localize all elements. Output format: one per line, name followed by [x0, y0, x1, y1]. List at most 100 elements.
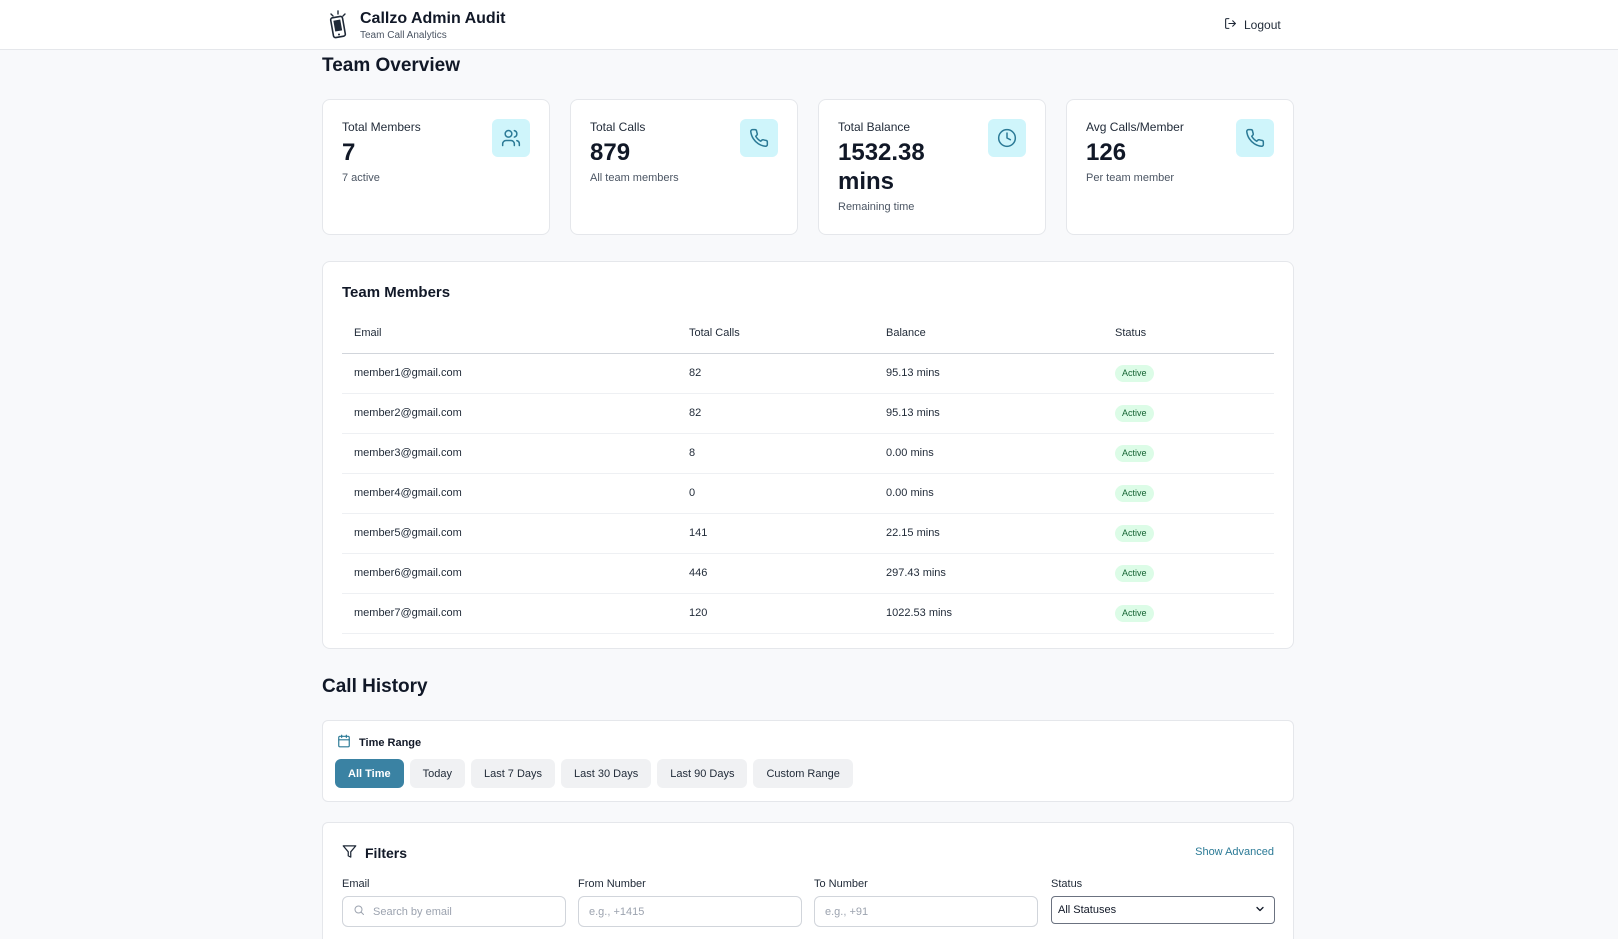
from-number-label: From Number — [578, 878, 646, 890]
app-subtitle: Team Call Analytics — [360, 29, 447, 41]
calendar-icon — [337, 734, 351, 751]
table-row: member7@gmail.com 120 1022.53 mins Activ… — [342, 593, 1274, 634]
time-range-label: Time Range — [359, 736, 422, 749]
stat-value: 1532.38 mins — [838, 139, 925, 195]
search-icon — [353, 903, 365, 921]
show-advanced-link[interactable]: Show Advanced — [1195, 846, 1274, 858]
filters-header: Filters — [342, 844, 407, 862]
stat-label: Avg Calls/Member — [1086, 120, 1184, 134]
cell-email: member5@gmail.com — [342, 513, 677, 554]
cell-calls: 0 — [677, 473, 874, 514]
stat-value: 879 — [590, 139, 631, 166]
cell-balance: 95.13 mins — [874, 353, 1103, 394]
cell-status: Active — [1103, 593, 1274, 634]
app-title: Callzo Admin Audit — [360, 9, 506, 27]
status-badge: Active — [1115, 524, 1154, 542]
status-filter: Status All Statuses — [1051, 878, 1275, 924]
table-row: member2@gmail.com 82 95.13 mins Active — [342, 393, 1274, 434]
status-badge: Active — [1115, 564, 1154, 582]
app-logo-icon — [326, 8, 350, 42]
cell-email: member3@gmail.com — [342, 433, 677, 474]
status-badge: Active — [1115, 604, 1154, 622]
table-row: member6@gmail.com 446 297.43 mins Active — [342, 553, 1274, 594]
cell-calls: 82 — [677, 393, 874, 434]
cell-email: member2@gmail.com — [342, 393, 677, 434]
stat-sub: Per team member — [1086, 172, 1175, 184]
status-badge: Active — [1115, 404, 1154, 422]
to-number-input[interactable] — [825, 905, 1027, 918]
range-last-30-days-button[interactable]: Last 30 Days — [561, 759, 652, 788]
cell-calls: 8 — [677, 433, 874, 474]
top-bar: Callzo Admin Audit Team Call Analytics L… — [0, 0, 1618, 50]
stat-value: 7 — [342, 139, 356, 166]
cell-status: Active — [1103, 473, 1274, 514]
email-filter-box — [342, 896, 566, 927]
phone-icon — [1236, 119, 1274, 157]
stat-sub: All team members — [590, 172, 679, 184]
from-number-box — [578, 896, 802, 927]
column-header-total-calls: Total Calls — [677, 313, 874, 354]
status-badge: Active — [1115, 364, 1154, 382]
cell-calls: 82 — [677, 353, 874, 394]
status-select[interactable]: All Statuses — [1051, 896, 1275, 924]
status-badge: Active — [1115, 444, 1154, 462]
range-last-90-days-button[interactable]: Last 90 Days — [657, 759, 748, 788]
to-number-label: To Number — [814, 878, 868, 890]
filter-icon — [342, 844, 357, 862]
cell-email: member1@gmail.com — [342, 353, 677, 394]
stat-label: Total Members — [342, 120, 421, 134]
status-badge: Active — [1115, 484, 1154, 502]
table-row: member4@gmail.com 0 0.00 mins Active — [342, 473, 1274, 514]
status-filter-label: Status — [1051, 878, 1083, 890]
email-filter: Email — [342, 878, 566, 927]
column-header-status: Status — [1103, 313, 1274, 354]
brand: Callzo Admin Audit Team Call Analytics — [326, 8, 505, 42]
team-overview-title: Team Overview — [322, 55, 461, 76]
stat-card-total-balance: Total Balance 1532.38 mins Remaining tim… — [818, 99, 1046, 235]
table-row: member5@gmail.com 141 22.15 mins Active — [342, 513, 1274, 554]
cell-email: member6@gmail.com — [342, 553, 677, 594]
stat-card-avg-calls: Avg Calls/Member 126 Per team member — [1066, 99, 1294, 235]
table-row: member1@gmail.com 82 95.13 mins Active — [342, 353, 1274, 394]
users-icon — [492, 119, 530, 157]
logout-button[interactable]: Logout — [1224, 14, 1281, 36]
stat-sub: 7 active — [342, 172, 380, 184]
stat-card-total-calls: Total Calls 879 All team members — [570, 99, 798, 235]
cell-email: member4@gmail.com — [342, 473, 677, 514]
range-today-button[interactable]: Today — [409, 759, 465, 788]
time-range-header: Time Range — [337, 734, 421, 751]
cell-status: Active — [1103, 513, 1274, 554]
team-members-title: Team Members — [342, 284, 451, 301]
range-all-time-button[interactable]: All Time — [335, 759, 404, 788]
range-custom-button[interactable]: Custom Range — [753, 759, 853, 788]
cell-balance: 1022.53 mins — [874, 593, 1103, 634]
range-last-7-days-button[interactable]: Last 7 Days — [470, 759, 556, 788]
table-header-row: Email Total Calls Balance Status — [342, 313, 1274, 354]
column-header-balance: Balance — [874, 313, 1103, 354]
table-row: member3@gmail.com 8 0.00 mins Active — [342, 433, 1274, 474]
stat-label: Total Balance — [838, 120, 911, 134]
cell-email: member7@gmail.com — [342, 593, 677, 634]
phone-icon — [740, 119, 778, 157]
cell-status: Active — [1103, 433, 1274, 474]
cell-calls: 120 — [677, 593, 874, 634]
status-select-value: All Statuses — [1058, 904, 1117, 916]
chevron-down-icon — [1254, 903, 1266, 918]
time-range-card: Time Range All Time Today Last 7 Days La… — [322, 720, 1294, 802]
cell-status: Active — [1103, 553, 1274, 594]
to-number-filter: To Number — [814, 878, 1038, 927]
cell-status: Active — [1103, 353, 1274, 394]
email-search-input[interactable] — [373, 905, 555, 918]
stat-label: Total Calls — [590, 120, 646, 134]
cell-balance: 0.00 mins — [874, 473, 1103, 514]
cell-status: Active — [1103, 393, 1274, 434]
from-number-filter: From Number — [578, 878, 802, 927]
from-number-input[interactable] — [589, 905, 791, 918]
logout-label: Logout — [1244, 18, 1281, 32]
team-members-card: Team Members Email Total Calls Balance S… — [322, 261, 1294, 649]
cell-calls: 141 — [677, 513, 874, 554]
stat-value: 126 — [1086, 139, 1127, 166]
column-header-email: Email — [342, 313, 677, 354]
clock-icon — [988, 119, 1026, 157]
cell-balance: 297.43 mins — [874, 553, 1103, 594]
